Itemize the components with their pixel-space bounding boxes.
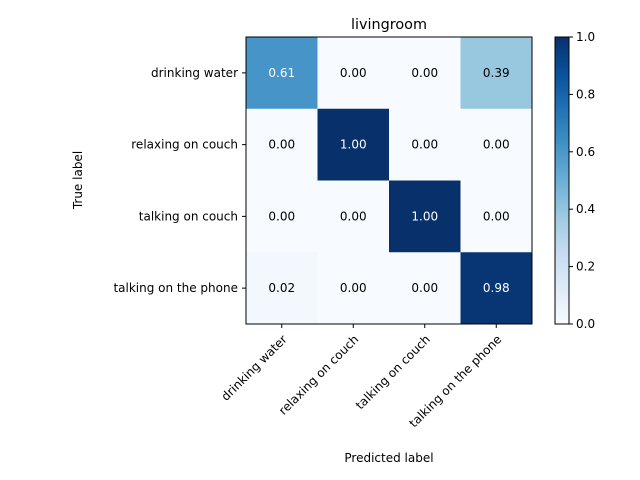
y-tick-label: drinking water (151, 66, 238, 80)
heatmap-cell (246, 108, 318, 181)
heatmap-cell (389, 180, 461, 253)
heatmap-cell-labels: 0.61 0.00 0.00 0.39 0.00 1.00 0.00 0.00 0.00 0.00… (268, 66, 509, 295)
heatmap-cell (460, 108, 533, 181)
colorbar-tick-label: 0.6 (576, 145, 595, 159)
heatmap-cell (460, 252, 533, 325)
cell-value-label: 0.00 (268, 209, 295, 223)
y-tick-label: relaxing on couch (131, 138, 238, 152)
colorbar-tick-label: 0.4 (576, 202, 595, 216)
plot-frame (245, 36, 533, 325)
cell-value-label: 0.00 (411, 66, 438, 80)
colorbar-tick-label: 1.0 (576, 30, 595, 44)
heatmap-cell (317, 180, 390, 253)
cell-value-label: 0.00 (268, 138, 295, 152)
y-axis-label: True label (71, 151, 85, 210)
heatmap-cells (246, 37, 533, 325)
chart-title: livingroom (351, 17, 427, 33)
heatmap-cell (246, 252, 318, 325)
y-tick-label: talking on couch (139, 209, 238, 223)
cell-value-label: 0.39 (483, 66, 510, 80)
cell-value-label: 1.00 (411, 209, 438, 223)
heatmap-cell (389, 252, 461, 325)
x-axis-label: Predicted label (344, 451, 433, 465)
heatmap-cell (246, 180, 318, 253)
y-axis: drinking water relaxing on couch talking o… (113, 66, 246, 295)
colorbar (554, 36, 570, 325)
cell-value-label: 0.00 (483, 138, 510, 152)
heatmap-cell (389, 37, 461, 110)
cell-value-label: 0.02 (268, 281, 295, 295)
heatmap-cell (246, 37, 318, 110)
colorbar-tick-label: 0.8 (576, 87, 595, 101)
x-tick-label: talking on couch (353, 332, 433, 412)
heatmap-cell (389, 108, 461, 181)
cell-value-label: 0.00 (340, 209, 367, 223)
cell-value-label: 0.98 (483, 281, 510, 295)
colorbar-ticks: 0.0 0.2 0.4 0.6 0.8 1.0 (569, 30, 595, 331)
heatmap-cell (317, 37, 390, 110)
y-tick-label: talking on the phone (113, 281, 238, 295)
cell-value-label: 0.00 (411, 138, 438, 152)
cell-value-label: 0.00 (340, 281, 367, 295)
heatmap-cell (317, 108, 390, 181)
cell-value-label: 0.00 (411, 281, 438, 295)
x-tick-label: drinking water (218, 332, 289, 403)
colorbar-tick-label: 0.0 (576, 317, 595, 331)
heatmap-cell (460, 37, 533, 110)
colorbar-tick-label: 0.2 (576, 260, 595, 274)
x-tick-label: relaxing on couch (276, 332, 361, 417)
cell-value-label: 0.00 (483, 209, 510, 223)
cell-value-label: 1.00 (340, 138, 367, 152)
cell-value-label: 0.61 (268, 66, 295, 80)
heatmap-cell (460, 180, 533, 253)
heatmap-cell (317, 252, 390, 325)
cell-value-label: 0.00 (340, 66, 367, 80)
